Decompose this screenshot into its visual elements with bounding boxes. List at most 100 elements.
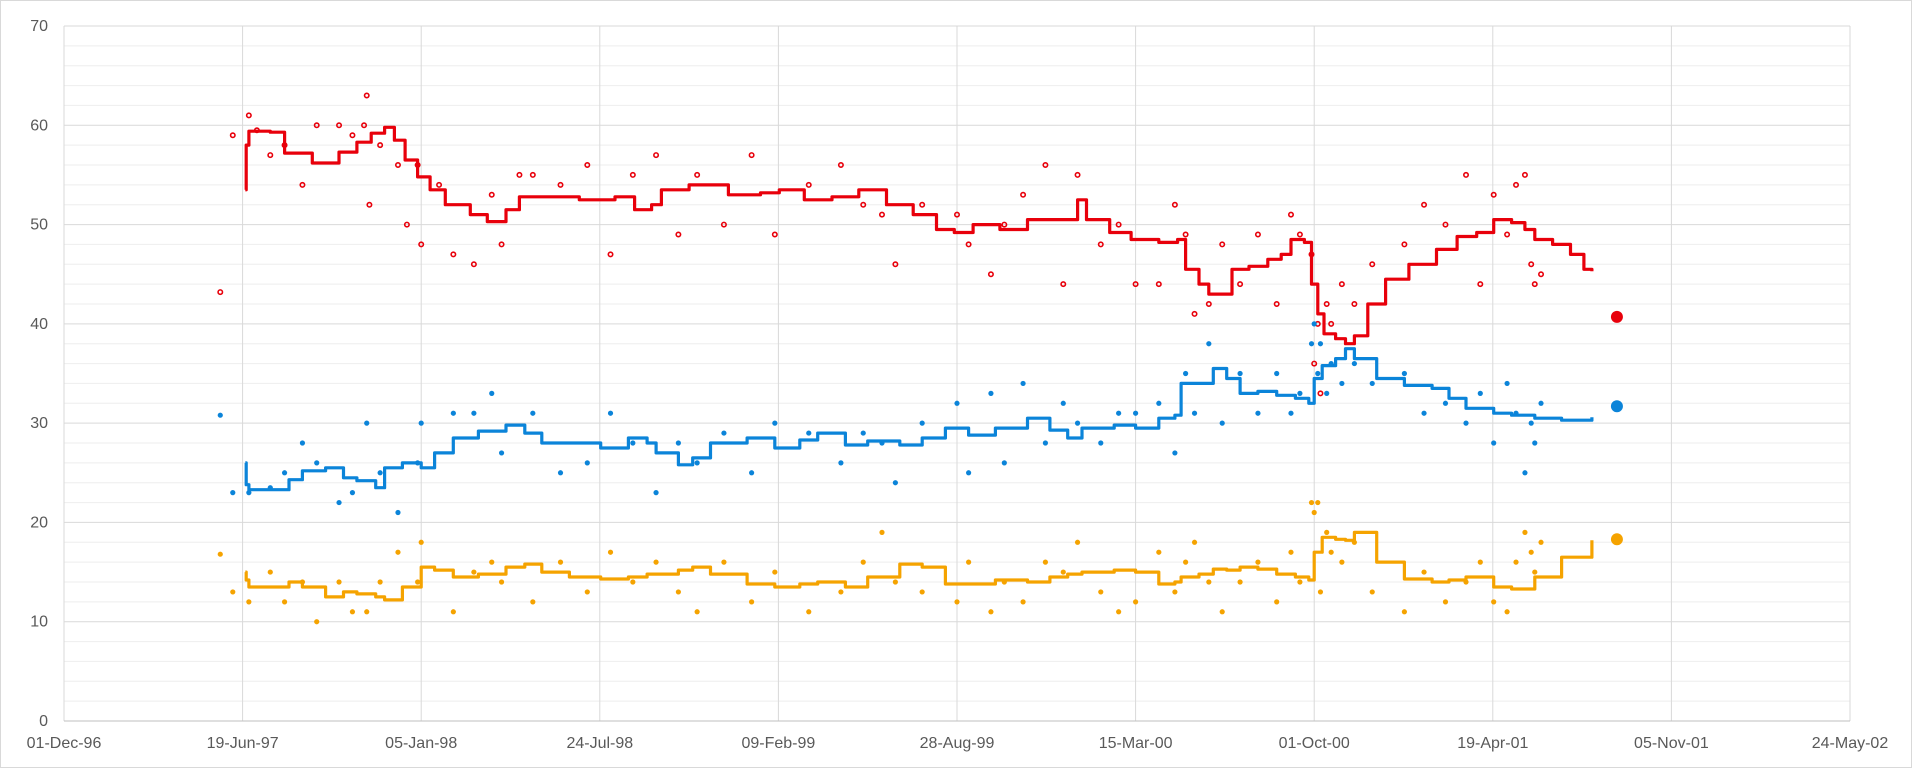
poll-point bbox=[363, 92, 370, 99]
poll-point bbox=[498, 450, 505, 456]
poll-point bbox=[557, 470, 564, 476]
poll-point bbox=[1060, 281, 1067, 288]
poll-point bbox=[1132, 281, 1139, 288]
poll-point bbox=[436, 181, 443, 188]
poll-point bbox=[806, 609, 812, 615]
poll-point bbox=[230, 490, 236, 496]
poll-point bbox=[1219, 609, 1225, 615]
poll-point bbox=[1491, 599, 1497, 605]
poll-point bbox=[1522, 529, 1528, 535]
poll-point bbox=[988, 390, 994, 396]
poll-point bbox=[1042, 162, 1049, 169]
poll-point bbox=[1328, 320, 1335, 327]
poll-point bbox=[806, 430, 812, 436]
poll-point bbox=[749, 599, 755, 605]
poll-point bbox=[489, 559, 495, 565]
poll-point bbox=[694, 460, 700, 466]
poll-point bbox=[721, 559, 727, 565]
poll-point bbox=[1528, 261, 1535, 268]
poll-point bbox=[1020, 599, 1026, 605]
poll-point bbox=[1351, 360, 1357, 367]
poll-point bbox=[299, 181, 306, 188]
series-layer bbox=[217, 92, 1623, 625]
poll-point bbox=[1097, 241, 1104, 248]
poll-point bbox=[246, 490, 252, 496]
poll-point bbox=[919, 201, 926, 208]
poll-point bbox=[498, 241, 505, 248]
poll-point bbox=[1172, 589, 1178, 595]
poll-point bbox=[1255, 410, 1261, 416]
poll-point bbox=[675, 589, 681, 595]
poll-point bbox=[366, 201, 373, 208]
poll-point bbox=[450, 609, 456, 615]
poll-point bbox=[1421, 569, 1427, 575]
poll-point bbox=[1191, 310, 1198, 317]
y-tick-label: 70 bbox=[30, 18, 48, 35]
poll-point bbox=[892, 579, 898, 585]
poll-point bbox=[1273, 300, 1280, 307]
poll-point bbox=[838, 589, 844, 595]
poll-point bbox=[230, 589, 236, 595]
poll-point bbox=[1311, 321, 1317, 327]
poll-point bbox=[529, 171, 536, 178]
poll-point bbox=[988, 609, 994, 615]
poll-point bbox=[837, 162, 844, 169]
poll-point bbox=[1323, 300, 1330, 307]
poll-point bbox=[771, 231, 778, 238]
poll-point bbox=[1338, 281, 1345, 288]
poll-point bbox=[471, 569, 477, 575]
x-tick-label: 01-Dec-96 bbox=[27, 735, 102, 752]
poll-point bbox=[1001, 221, 1008, 228]
poll-point bbox=[838, 460, 844, 466]
y-tick-label: 60 bbox=[30, 117, 48, 134]
poll-point bbox=[749, 470, 755, 476]
poll-point bbox=[1317, 589, 1324, 595]
poll-point bbox=[1098, 589, 1104, 595]
poll-point bbox=[987, 271, 994, 278]
poll-point bbox=[1324, 390, 1330, 396]
poll-point bbox=[1288, 410, 1294, 416]
poll-point bbox=[1156, 549, 1162, 555]
x-axis-tick-labels: 01-Dec-96 19-Jun-97 05-Jan-98 24-Jul-98 09-F… bbox=[27, 735, 1889, 752]
poll-point bbox=[557, 559, 564, 565]
poll-point bbox=[1477, 390, 1483, 396]
poll-point bbox=[1538, 400, 1544, 406]
poll-point bbox=[954, 599, 960, 605]
poll-point bbox=[1116, 609, 1122, 615]
poll-point bbox=[720, 221, 727, 228]
poll-point bbox=[1324, 529, 1330, 535]
poll-point bbox=[748, 152, 755, 159]
poll-point bbox=[1183, 559, 1189, 565]
poll-point bbox=[1522, 470, 1528, 476]
poll-point bbox=[377, 579, 383, 585]
poll-point bbox=[1172, 450, 1178, 456]
poll-point bbox=[470, 261, 477, 268]
poll-point bbox=[584, 589, 590, 595]
poll-point bbox=[1351, 300, 1358, 307]
poll-point bbox=[653, 559, 659, 565]
poll-point bbox=[1133, 410, 1139, 416]
poll-point bbox=[1317, 341, 1324, 347]
poll-point bbox=[349, 490, 356, 496]
poll-point bbox=[1098, 440, 1104, 446]
poll-point bbox=[1532, 440, 1538, 446]
poll-point bbox=[1477, 559, 1483, 565]
poll-point bbox=[471, 410, 477, 416]
poll-point bbox=[1191, 539, 1198, 545]
poll-point bbox=[1308, 341, 1315, 347]
y-tick-label: 10 bbox=[30, 614, 48, 631]
poll-point bbox=[860, 430, 866, 436]
poll-point bbox=[1255, 559, 1261, 565]
poll-point bbox=[1308, 499, 1315, 506]
poll-point bbox=[450, 251, 457, 258]
poll-point bbox=[364, 609, 370, 615]
poll-point bbox=[607, 251, 614, 258]
poll-point bbox=[217, 551, 223, 557]
poll-point bbox=[1020, 191, 1027, 198]
poll-point bbox=[1191, 410, 1198, 416]
poll-point bbox=[584, 162, 591, 169]
poll-point bbox=[1297, 390, 1303, 396]
poll-point bbox=[1442, 599, 1449, 605]
poll-point bbox=[584, 460, 590, 466]
